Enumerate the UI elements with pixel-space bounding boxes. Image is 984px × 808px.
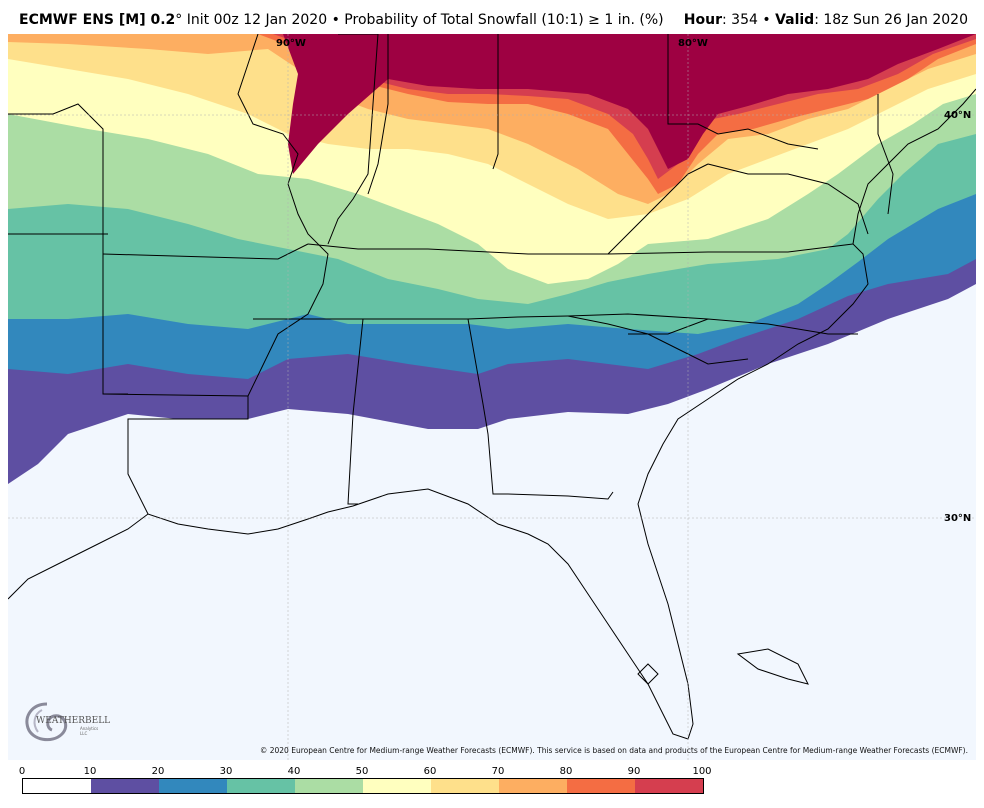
logo-subtext: Analytics LLC — [80, 726, 99, 736]
tick-label: 90 — [627, 766, 641, 777]
weatherbell-logo: WEATHERBELL Analytics LLC — [22, 700, 110, 750]
colorbar-swatch — [91, 779, 159, 793]
tick-label: 100 — [692, 766, 712, 777]
lon-label-90w: 90°W — [276, 38, 306, 49]
lat-label-30n: 30°N — [944, 513, 972, 524]
credit-text: © 2020 European Centre for Medium-range … — [259, 746, 968, 755]
init-time: Init 00z 12 Jan 2020 — [182, 12, 328, 28]
hour-value: : 354 — [722, 12, 758, 28]
title-left: ECMWF ENS [M] 0.2° Init 00z 12 Jan 2020 … — [19, 12, 664, 28]
colorbar-swatch — [431, 779, 499, 793]
colorbar-legend: 0 10 20 30 40 50 60 70 80 90 100 — [0, 760, 984, 808]
tick-label: 20 — [151, 766, 165, 777]
colorbar-swatch — [159, 779, 227, 793]
header: ECMWF ENS [M] 0.2° Init 00z 12 Jan 2020 … — [0, 0, 984, 34]
probability-map — [8, 34, 976, 760]
tick-label: 0 — [18, 766, 26, 777]
degree-sign: ° — [175, 12, 183, 28]
tick-label: 60 — [423, 766, 437, 777]
colorbar — [22, 778, 704, 794]
colorbar-swatch — [363, 779, 431, 793]
colorbar-swatch — [227, 779, 295, 793]
graticule — [8, 34, 976, 760]
swirl-logo-icon — [25, 702, 68, 742]
gulf-region — [8, 294, 976, 760]
state-borders — [8, 34, 894, 515]
colorbar-swatch — [23, 779, 91, 793]
tick-label: 30 — [219, 766, 233, 777]
valid-label: Valid — [775, 12, 815, 28]
tick-label: 50 — [355, 766, 369, 777]
colorbar-swatch — [635, 779, 703, 793]
tick-label: 10 — [83, 766, 97, 777]
tick-label: 70 — [491, 766, 505, 777]
colorbar-swatch — [295, 779, 363, 793]
bullet: • — [327, 12, 345, 28]
logo-text: WEATHERBELL — [36, 716, 111, 726]
colorbar-swatch — [499, 779, 567, 793]
valid-value: : 18z Sun 26 Jan 2020 — [814, 12, 968, 28]
lon-label-80w: 80°W — [678, 38, 708, 49]
product-name: Probability of Total Snowfall (10:1) ≥ 1… — [344, 12, 664, 28]
bullet-2: • — [757, 12, 776, 28]
model-name: ECMWF ENS [M] 0.2 — [19, 12, 176, 28]
hour-label: Hour — [683, 12, 722, 28]
band-100 — [283, 34, 976, 174]
colorbar-swatch — [567, 779, 635, 793]
lat-label-40n: 40°N — [944, 110, 972, 121]
tick-label: 80 — [559, 766, 573, 777]
title-right: Hour: 354 • Valid: 18z Sun 26 Jan 2020 — [684, 12, 968, 28]
tick-label: 40 — [287, 766, 301, 777]
